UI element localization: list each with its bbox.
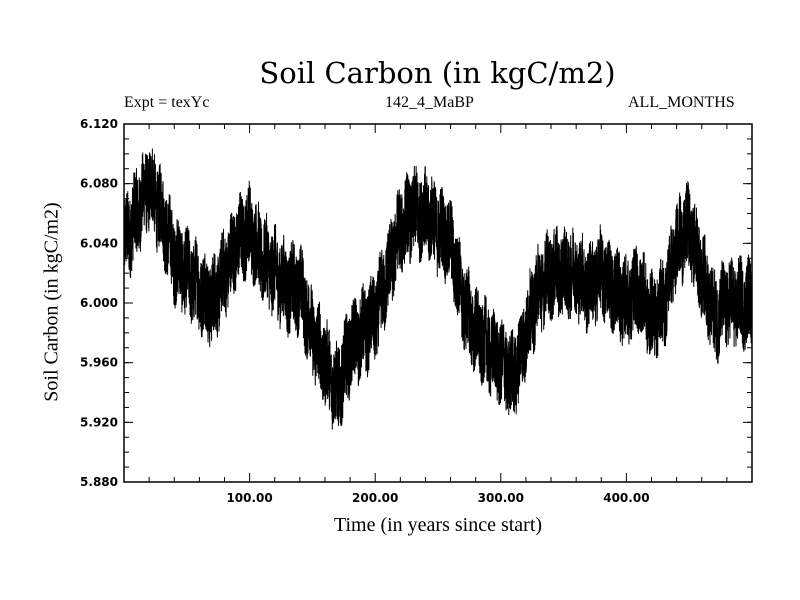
soil-carbon-series-line (123, 148, 753, 430)
x-axis-label: Time (in years since start) (333, 514, 543, 536)
y-tick-label: 6.080 (80, 177, 118, 191)
months-label: ALL_MONTHS (628, 94, 735, 111)
x-tick-label: 200.00 (352, 491, 398, 505)
chart-title: Soil Carbon (in kgC/m2) (259, 56, 616, 90)
x-tick-label: 400.00 (603, 491, 649, 505)
y-axis-label: Soil Carbon (in kgC/m2) (40, 202, 63, 402)
y-tick-label: 5.920 (80, 415, 118, 429)
y-tick-label: 5.880 (80, 475, 118, 489)
run-label: 142_4_MaBP (385, 94, 474, 111)
experiment-label: Expt = texYc (124, 94, 210, 111)
x-tick-label: 100.00 (226, 491, 272, 505)
x-tick-label: 300.00 (478, 491, 524, 505)
y-tick-label: 5.960 (80, 356, 118, 370)
y-tick-label: 6.000 (80, 296, 118, 310)
y-tick-label: 6.120 (80, 117, 118, 131)
y-tick-label: 6.040 (80, 236, 118, 250)
